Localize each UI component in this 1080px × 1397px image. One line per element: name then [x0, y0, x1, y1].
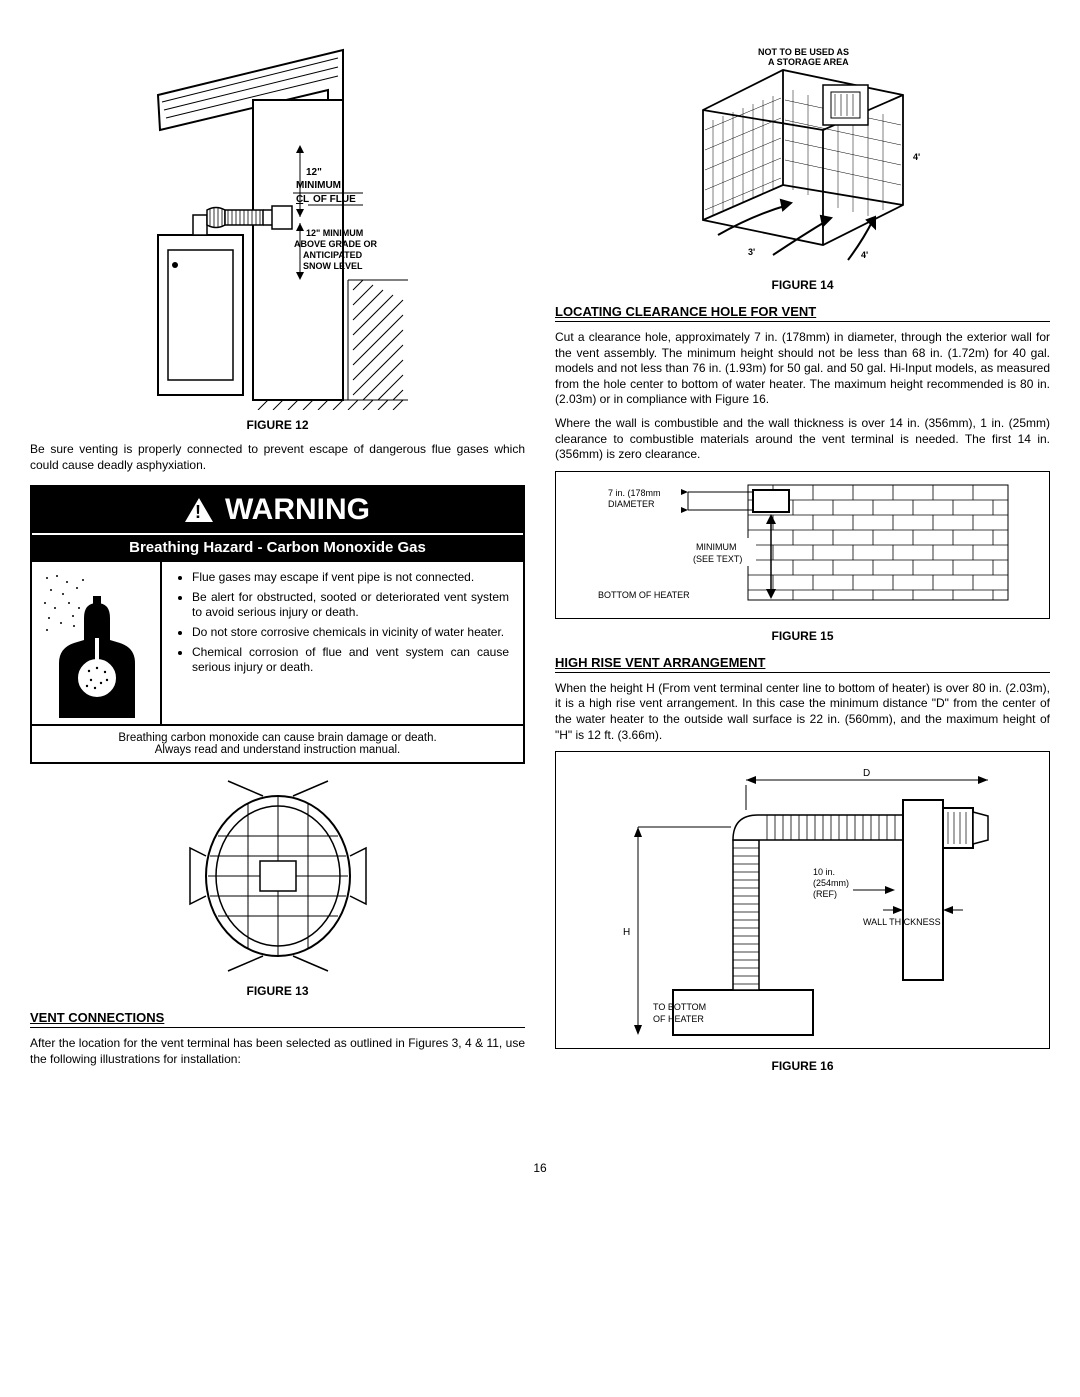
left-para1: Be sure venting is properly connected to…	[30, 442, 525, 473]
figure-12: 12" MINIMUM C L OF FLUE 12" MINIMUM ABOV…	[30, 40, 525, 432]
fig16-ref2: (254mm)	[813, 878, 849, 888]
fig14-dim3: 4'	[861, 250, 868, 260]
fig16-wall: WALL THICKNESS	[863, 917, 941, 927]
warning-footer: Breathing carbon monoxide can cause brai…	[32, 724, 523, 762]
warning-bullets: Flue gases may escape if vent pipe is no…	[162, 562, 523, 724]
fig16-bottom2: OF HEATER	[653, 1014, 704, 1024]
fig13-caption: FIGURE 13	[30, 984, 525, 998]
warning-footer-2: Always read and understand instruction m…	[155, 744, 400, 756]
right-para1: Cut a clearance hole, approximately 7 in…	[555, 330, 1050, 408]
fig16-h: H	[623, 927, 630, 938]
fig16-ref1: 10 in.	[813, 867, 835, 877]
fig15-dia1: 7 in. (178mm	[608, 488, 661, 498]
fig12-minimum: MINIMUM	[296, 180, 341, 191]
fig14-caption: FIGURE 14	[555, 278, 1050, 292]
warning-bullet: Flue gases may escape if vent pipe is no…	[192, 570, 509, 586]
fig12-grade1: 12" MINIMUM	[306, 228, 363, 238]
left-para2: After the location for the vent terminal…	[30, 1036, 525, 1067]
fig12-grade4: SNOW LEVEL	[303, 261, 363, 271]
fig14-dim1: 4'	[913, 152, 920, 162]
fig12-min12: 12"	[306, 167, 322, 178]
fig14-label2: A STORAGE AREA	[768, 57, 849, 67]
warning-bullet: Be alert for obstructed, sooted or deter…	[192, 590, 509, 621]
fig16-d: D	[863, 768, 870, 779]
fig12-grade3: ANTICIPATED	[303, 250, 363, 260]
fig15-caption: FIGURE 15	[555, 629, 1050, 643]
fig15-bottom: BOTTOM OF HEATER	[598, 590, 690, 600]
figure-16: D H WALL THICKNESS 10 in. (254mm) (REF)	[555, 751, 1050, 1049]
figure-13: FIGURE 13	[30, 776, 525, 998]
fig12-grade2: ABOVE GRADE OR	[294, 239, 378, 249]
warning-bullet: Do not store corrosive chemicals in vici…	[192, 625, 509, 641]
fig16-bottom1: TO BOTTOM	[653, 1002, 706, 1012]
fig12-l: L	[303, 194, 309, 205]
heading-locating: LOCATING CLEARANCE HOLE FOR VENT	[555, 304, 1050, 322]
page-number: 16	[30, 1161, 1050, 1175]
warning-header: WARNING	[32, 487, 523, 533]
right-para3: When the height H (From vent terminal ce…	[555, 681, 1050, 743]
warning-bullet: Chemical corrosion of flue and vent syst…	[192, 645, 509, 676]
heading-highrise: HIGH RISE VENT ARRANGEMENT	[555, 655, 1050, 673]
fig12-caption: FIGURE 12	[30, 418, 525, 432]
warning-pictogram	[32, 562, 162, 724]
warning-triangle-icon	[185, 498, 213, 522]
warning-box: WARNING Breathing Hazard - Carbon Monoxi…	[30, 485, 525, 764]
fig14-label1: NOT TO BE USED AS	[758, 47, 849, 57]
fig15-min1: MINIMUM	[696, 542, 737, 552]
fig16-caption: FIGURE 16	[555, 1059, 1050, 1073]
heading-vent-connections: VENT CONNECTIONS	[30, 1010, 525, 1028]
right-para2: Where the wall is combustible and the wa…	[555, 416, 1050, 463]
warning-subtitle: Breathing Hazard - Carbon Monoxide Gas	[32, 533, 523, 560]
fig16-ref3: (REF)	[813, 889, 837, 899]
warning-footer-1: Breathing carbon monoxide can cause brai…	[118, 732, 436, 744]
fig14-dim2: 3'	[748, 247, 755, 257]
fig12-offlue: OF FLUE	[313, 194, 356, 205]
warning-title: WARNING	[225, 493, 370, 527]
figure-14: NOT TO BE USED AS A STORAGE AREA 4' 3' 4…	[555, 40, 1050, 292]
fig15-min2: (SEE TEXT)	[693, 554, 742, 564]
fig15-dia2: DIAMETER	[608, 499, 655, 509]
figure-15: 7 in. (178mm DIAMETER MINIMUM (SEE TEXT)…	[555, 471, 1050, 619]
